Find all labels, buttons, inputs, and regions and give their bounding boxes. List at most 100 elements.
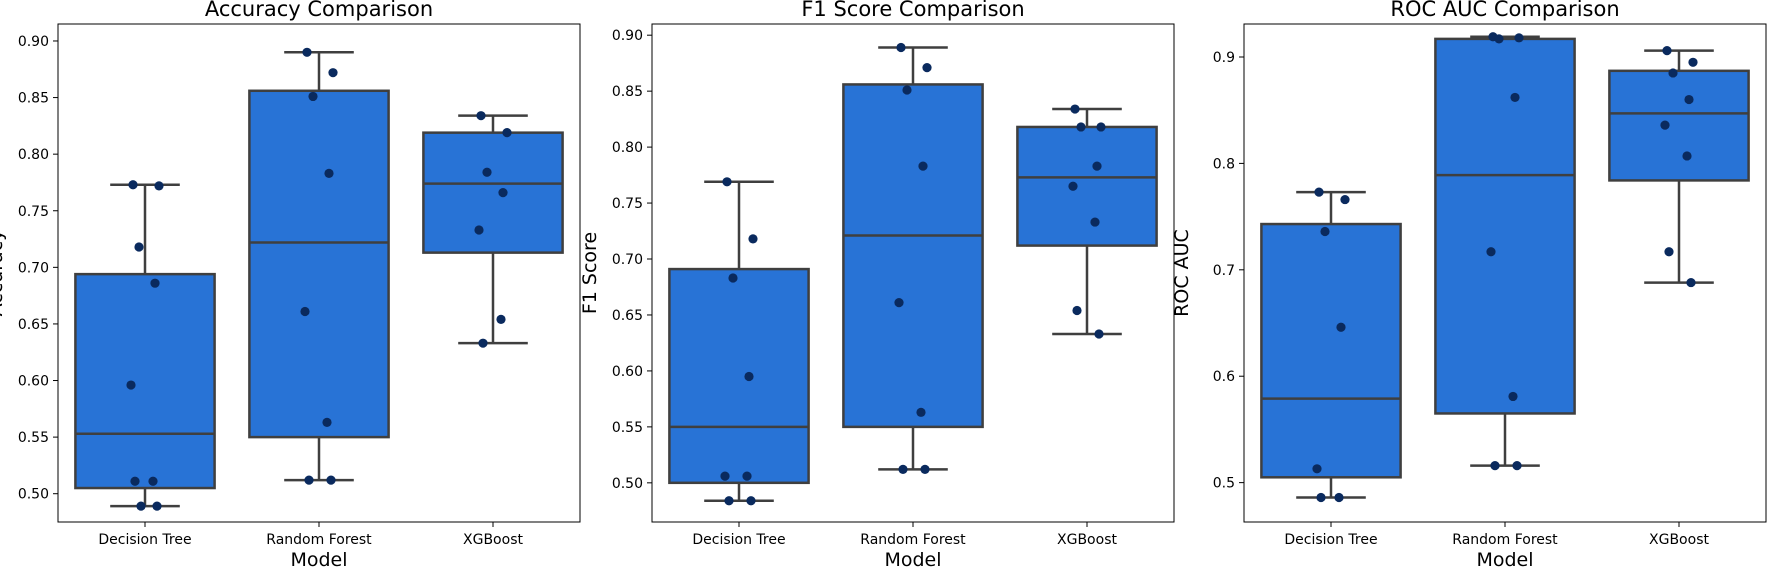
data-point: [920, 464, 930, 475]
data-point: [1664, 247, 1674, 257]
data-point: [324, 168, 334, 178]
data-point: [742, 471, 752, 481]
x-tick-label: Decision Tree: [692, 532, 785, 548]
data-point: [130, 476, 140, 486]
data-point: [478, 338, 488, 348]
data-point: [300, 306, 310, 317]
y-tick-label: 0.55: [18, 430, 49, 446]
y-tick-label: 0.75: [612, 196, 643, 212]
data-point: [148, 476, 158, 486]
data-point: [1092, 161, 1102, 171]
data-point: [746, 496, 756, 506]
box-0: [668, 267, 810, 485]
x-tick-label: XGBoost: [463, 532, 523, 548]
data-point: [1514, 33, 1524, 43]
box-2: [422, 131, 564, 254]
y-tick-label: 0.80: [18, 147, 49, 163]
data-point: [720, 471, 730, 481]
data-point: [126, 380, 136, 390]
y-axis-label: F1 Score: [579, 232, 601, 314]
data-point: [1334, 492, 1344, 503]
data-point: [322, 417, 332, 427]
data-point: [304, 475, 314, 485]
data-point: [498, 188, 508, 198]
data-point: [918, 161, 928, 171]
y-tick-label: 0.9: [1213, 50, 1235, 66]
x-tick-label: Decision Tree: [98, 532, 191, 548]
data-point: [496, 314, 506, 325]
data-point: [1668, 68, 1678, 78]
y-tick-label: 0.60: [612, 364, 643, 380]
box-0: [74, 272, 216, 490]
x-tick-label: Decision Tree: [1284, 532, 1377, 548]
data-point: [922, 63, 932, 73]
data-point: [894, 298, 904, 308]
data-point: [744, 371, 754, 382]
x-tick-label: XGBoost: [1649, 532, 1709, 548]
y-tick-label: 0.7: [1213, 263, 1235, 279]
data-point: [1314, 187, 1324, 197]
data-point: [302, 47, 312, 57]
data-point: [308, 91, 318, 102]
y-tick-label: 0.85: [18, 91, 49, 107]
y-tick-label: 0.60: [18, 374, 49, 390]
data-point: [1094, 329, 1104, 339]
data-point: [1316, 492, 1326, 503]
data-point: [1090, 217, 1100, 227]
y-tick-label: 0.50: [612, 476, 643, 492]
box-1: [248, 89, 390, 439]
box-0: [1260, 222, 1402, 479]
data-point: [724, 496, 734, 506]
data-point: [748, 234, 758, 244]
y-tick-label: 0.80: [612, 140, 643, 156]
y-tick-label: 0.70: [18, 260, 49, 276]
data-point: [136, 501, 146, 511]
data-point: [1490, 461, 1500, 471]
data-point: [916, 407, 926, 417]
data-point: [1072, 305, 1082, 316]
data-point: [722, 177, 732, 187]
chart-title: F1 Score Comparison: [801, 0, 1024, 21]
x-axis-label: Model: [1476, 549, 1533, 570]
data-point: [902, 85, 912, 95]
data-point: [1494, 34, 1504, 44]
y-axis-label: ROC AUC: [1171, 229, 1193, 317]
data-point: [896, 42, 906, 53]
data-point: [502, 128, 512, 138]
y-tick-label: 0.50: [18, 487, 49, 503]
y-tick-label: 0.65: [612, 308, 643, 324]
data-point: [1508, 391, 1518, 402]
data-point: [1510, 92, 1520, 103]
x-tick-label: Random Forest: [1452, 532, 1558, 548]
data-point: [1688, 57, 1698, 67]
x-tick-label: Random Forest: [266, 532, 372, 548]
data-point: [1076, 122, 1086, 132]
chart-title: Accuracy Comparison: [205, 0, 433, 21]
data-point: [328, 68, 338, 78]
y-tick-label: 0.65: [18, 317, 49, 333]
data-point: [728, 273, 738, 283]
x-tick-label: Random Forest: [860, 532, 966, 548]
data-point: [134, 242, 144, 252]
y-tick-label: 0.90: [18, 34, 49, 50]
data-point: [1662, 46, 1672, 56]
box-1: [842, 83, 984, 429]
data-point: [1336, 322, 1346, 332]
data-point: [326, 475, 336, 485]
chart-title: ROC AUC Comparison: [1390, 0, 1619, 21]
y-tick-label: 0.85: [612, 84, 643, 100]
data-point: [1340, 194, 1350, 205]
data-point: [1096, 122, 1106, 132]
data-point: [898, 464, 908, 475]
y-tick-label: 0.70: [612, 252, 643, 268]
data-point: [476, 111, 486, 121]
y-tick-label: 0.55: [612, 420, 643, 436]
data-point: [128, 180, 138, 190]
data-point: [1686, 277, 1696, 288]
data-point: [152, 501, 162, 511]
data-point: [1486, 247, 1496, 257]
data-point: [482, 167, 492, 177]
box-2: [1608, 69, 1750, 182]
box-2: [1016, 125, 1158, 247]
